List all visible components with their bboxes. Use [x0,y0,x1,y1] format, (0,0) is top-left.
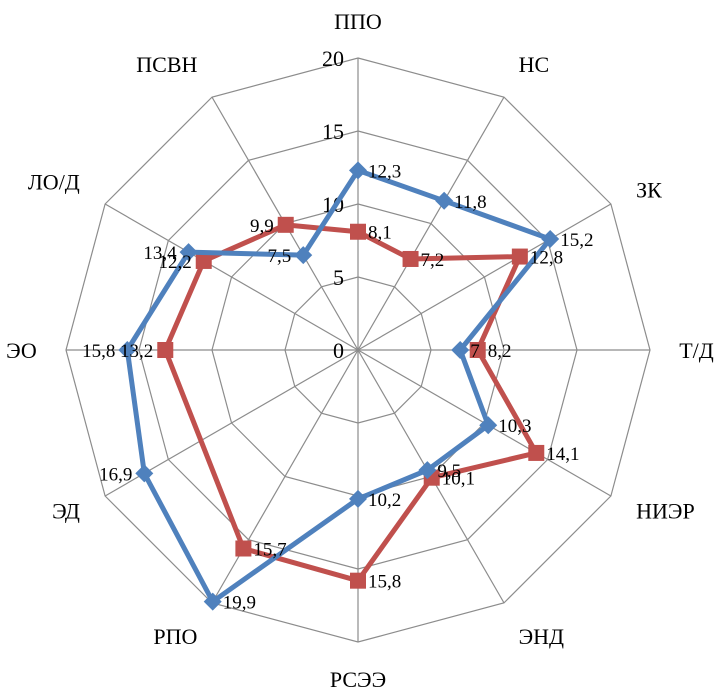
data-point-marker [294,246,313,265]
data-label: 7,5 [268,246,292,267]
category-label: РПО [153,624,197,649]
data-label: 15,8 [368,572,401,593]
data-point-marker [203,592,222,611]
data-point-marker [511,248,528,265]
data-label: 15,8 [82,341,115,362]
data-label: 7,2 [421,250,445,271]
tick-label: 15 [322,119,344,144]
category-label: Т/Д [679,338,714,363]
tick-label: 5 [333,265,344,290]
data-point-marker [528,444,545,461]
data-point-marker [235,540,252,557]
data-label: 8,1 [368,223,392,244]
data-label: 12,3 [368,161,401,182]
data-label: 14,1 [546,444,579,465]
data-point-marker [435,191,454,210]
data-label: 10,3 [498,416,531,437]
category-label: НИЭР [636,499,695,524]
data-series [118,161,560,611]
data-point-marker [541,230,560,249]
spoke [357,96,505,351]
data-label: 15,2 [560,230,593,251]
series-line [124,167,553,605]
data-label: 10,2 [368,490,401,511]
data-label: 13,4 [143,243,177,264]
spoke [211,349,359,604]
category-label: ЗК [636,177,662,202]
data-point-marker [157,342,174,358]
data-point-marker [195,252,212,269]
data-point-marker [118,341,137,359]
data-point-marker [350,572,366,589]
data-point-marker [479,416,498,435]
category-label: ЛО/Д [28,169,80,194]
data-label: 15,7 [253,540,286,561]
spoke [357,203,612,351]
category-label: НС [519,52,550,77]
data-point-marker [135,464,154,483]
data-label: 16,9 [99,464,132,485]
category-label: РСЭЭ [330,667,386,690]
data-point-marker [469,342,486,358]
category-labels: ППО НС ЗК Т/Д НИЭР ЭНД РСЭЭ РПО ЭД ЭО ЛО/Д ПСВН [6,9,714,690]
data-point-marker [418,461,437,480]
data-point-marker [350,223,366,240]
data-label: 19,9 [223,593,256,614]
spoke [104,203,359,351]
tick-label: 0 [333,338,344,363]
data-labels: 12,3 11,8 15,2 7 10,3 9,5 10,2 19,9 16,9 15,8 13,4… [82,161,593,613]
category-label: ПСВН [136,52,197,77]
data-label: 8,2 [488,341,512,362]
data-label: 9,5 [437,461,461,482]
data-label: 7 [470,341,480,362]
data-label: 10,1 [442,469,475,490]
data-label: 9,9 [250,216,274,237]
tick-label: 20 [322,46,344,71]
data-label: 12,2 [158,252,191,273]
data-label: 11,8 [454,192,487,213]
radar-grid [65,57,651,643]
data-point-marker [277,216,294,233]
data-point-marker [451,341,470,359]
category-label: ЭО [6,338,37,363]
category-label: ЭНД [519,624,564,649]
data-point-marker [349,161,367,180]
data-point-marker [179,243,198,262]
data-point-marker [402,250,419,267]
category-label: ЭД [52,499,80,524]
data-label: 13,2 [120,341,153,362]
data-point-marker [349,489,367,508]
category-label: ППО [334,9,382,34]
data-label: 12,8 [530,248,563,269]
